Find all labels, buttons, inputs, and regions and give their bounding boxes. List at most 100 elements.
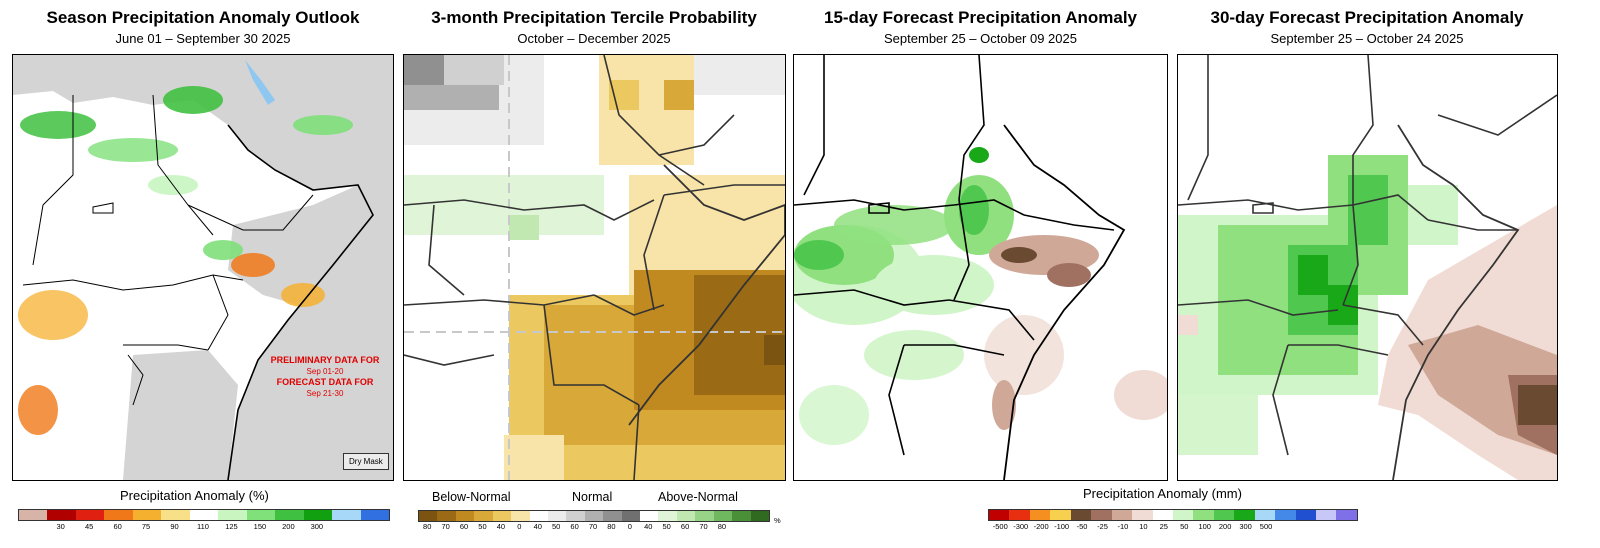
legend1-tick-label: 300 — [310, 522, 324, 531]
legend2-swatch — [621, 511, 641, 521]
legend2-swatch — [695, 511, 714, 521]
legend-1-title: Precipitation Anomaly (%) — [120, 488, 269, 503]
legend-3-colorbar — [988, 509, 1358, 521]
legend1-swatch — [275, 510, 304, 520]
legend1-swatch — [303, 510, 333, 520]
legend1-swatch — [161, 510, 190, 520]
legend3-swatch — [1091, 510, 1112, 520]
legend3-swatch — [1275, 510, 1296, 520]
legend1-swatch — [246, 510, 276, 520]
legend1-swatch — [189, 510, 219, 520]
forecast-30-day-map — [1177, 54, 1558, 481]
legend1-swatch — [132, 510, 162, 520]
legend1-tick-label: 200 — [282, 522, 295, 531]
legend2-tick-label: 40 — [496, 522, 506, 531]
legend1-tick-label: 60 — [113, 522, 122, 531]
legend2-tick-label: 80 — [717, 522, 727, 531]
legend-2-unit: % — [774, 516, 781, 525]
season-anomaly-map: PRELIMINARY DATA FOR Sep 01-20 FORECAST … — [12, 54, 394, 481]
legend2-tick-label: 50 — [551, 522, 561, 531]
legend3-tick-label: -50 — [1076, 522, 1088, 531]
legend2-swatch — [511, 511, 530, 521]
legend-2-colorbar — [418, 510, 770, 522]
legend3-tick-label: 25 — [1159, 522, 1168, 531]
legend2-tick-label: 60 — [680, 522, 690, 531]
panel-2-title: 3-month Precipitation Tercile Probabilit… — [431, 8, 757, 27]
legend3-tick-label: 50 — [1180, 522, 1189, 531]
legend3-swatch — [1029, 510, 1051, 520]
legend2-tick-label: 70 — [441, 522, 450, 531]
legend2-tick-label: 40 — [644, 522, 653, 531]
legend2-swatch — [529, 511, 548, 521]
legend2-swatch — [492, 511, 512, 521]
legend3-tick-label: 300 — [1239, 522, 1252, 531]
panel-1-subtitle: June 01 – September 30 2025 — [115, 31, 291, 46]
panel-3-subtitle: September 25 – October 09 2025 — [884, 31, 1077, 46]
legend3-swatch — [1111, 510, 1133, 520]
preliminary-dates: Sep 01-20 — [306, 367, 344, 376]
legend2-tick-label: 60 — [570, 522, 579, 531]
legend3-swatch — [1213, 510, 1235, 520]
legend2-tick-label: 0 — [517, 522, 522, 531]
legend1-tick-label: 90 — [170, 522, 179, 531]
legend3-swatch — [989, 510, 1010, 520]
legend-1-ticks: 30 45 60 75 90 110 125 150 200 300 — [18, 522, 388, 532]
legend1-tick-label: 110 — [197, 522, 209, 531]
legend2-tick-label: 80 — [423, 522, 432, 531]
legend1-swatch — [47, 510, 76, 520]
legend2-swatch — [732, 511, 751, 521]
forecast-dates: Sep 21-30 — [306, 389, 344, 398]
panel-4-title: 30-day Forecast Precipitation Anomaly — [1210, 8, 1524, 27]
legend3-tick-label: 200 — [1218, 522, 1232, 531]
legend1-tick-label: 45 — [84, 522, 94, 531]
legend1-tick-label: 30 — [56, 522, 65, 531]
legend3-tick-label: -500 — [992, 522, 1008, 531]
legend-1-colorbar — [18, 509, 390, 521]
legend1-tick-label: 150 — [253, 522, 267, 531]
legend1-swatch — [360, 510, 390, 520]
legend3-tick-label: -300 — [1013, 522, 1029, 531]
legend3-swatch — [1336, 510, 1357, 520]
legend2-swatch — [676, 511, 696, 521]
legend1-swatch — [104, 510, 133, 520]
legend3-tick-label: 500 — [1259, 522, 1273, 531]
legend3-swatch — [1234, 510, 1255, 520]
legend2-tick-label: 0 — [627, 522, 632, 531]
legend3-tick-label: -25 — [1097, 522, 1108, 531]
legend3-swatch — [1009, 510, 1030, 520]
legend2-swatch — [419, 511, 438, 521]
legend-2-above-normal: Above-Normal — [658, 490, 738, 504]
legend1-swatch — [332, 510, 361, 520]
legend1-swatch — [19, 510, 48, 520]
forecast-label: FORECAST DATA FOR — [276, 377, 374, 387]
preliminary-note: PRELIMINARY DATA FOR Sep 01-20 FORECAST … — [265, 355, 385, 399]
legend2-tick-label: 70 — [588, 522, 598, 531]
legend2-tick-label: 80 — [607, 522, 616, 531]
legend3-tick-label: -200 — [1033, 522, 1049, 531]
legend2-swatch — [566, 511, 585, 521]
legend3-swatch — [1316, 510, 1337, 520]
legend-2-normal: Normal — [572, 490, 613, 504]
legend-3-title: Precipitation Anomaly (mm) — [1083, 486, 1242, 501]
legend3-tick-label: 100 — [1198, 522, 1211, 531]
legend-2-ticks: 80 70 60 50 40 0 40 50 60 70 80 0 40 50 60 70 80 — [418, 522, 768, 532]
legend2-swatch — [658, 511, 677, 521]
legend3-swatch — [1132, 510, 1153, 520]
legend2-tick-label: 60 — [459, 522, 469, 531]
panel-1-title: Season Precipitation Anomaly Outlook — [46, 8, 360, 27]
legend2-tick-label: 70 — [699, 522, 708, 531]
legend3-swatch — [1254, 510, 1276, 520]
legend1-swatch — [75, 510, 105, 520]
legend2-swatch — [437, 511, 456, 521]
legend2-tick-label: 50 — [478, 522, 487, 531]
legend2-swatch — [474, 511, 493, 521]
legend2-swatch — [713, 511, 733, 521]
legend3-swatch — [1050, 510, 1071, 520]
legend2-swatch — [750, 511, 770, 521]
legend2-swatch — [547, 511, 567, 521]
panel-3-title: 15-day Forecast Precipitation Anomaly — [823, 8, 1138, 27]
legend3-tick-label: -10 — [1117, 522, 1129, 531]
legend1-tick-label: 125 — [225, 522, 238, 531]
legend2-swatch — [584, 511, 604, 521]
dry-mask-legend: Dry Mask — [343, 453, 389, 470]
